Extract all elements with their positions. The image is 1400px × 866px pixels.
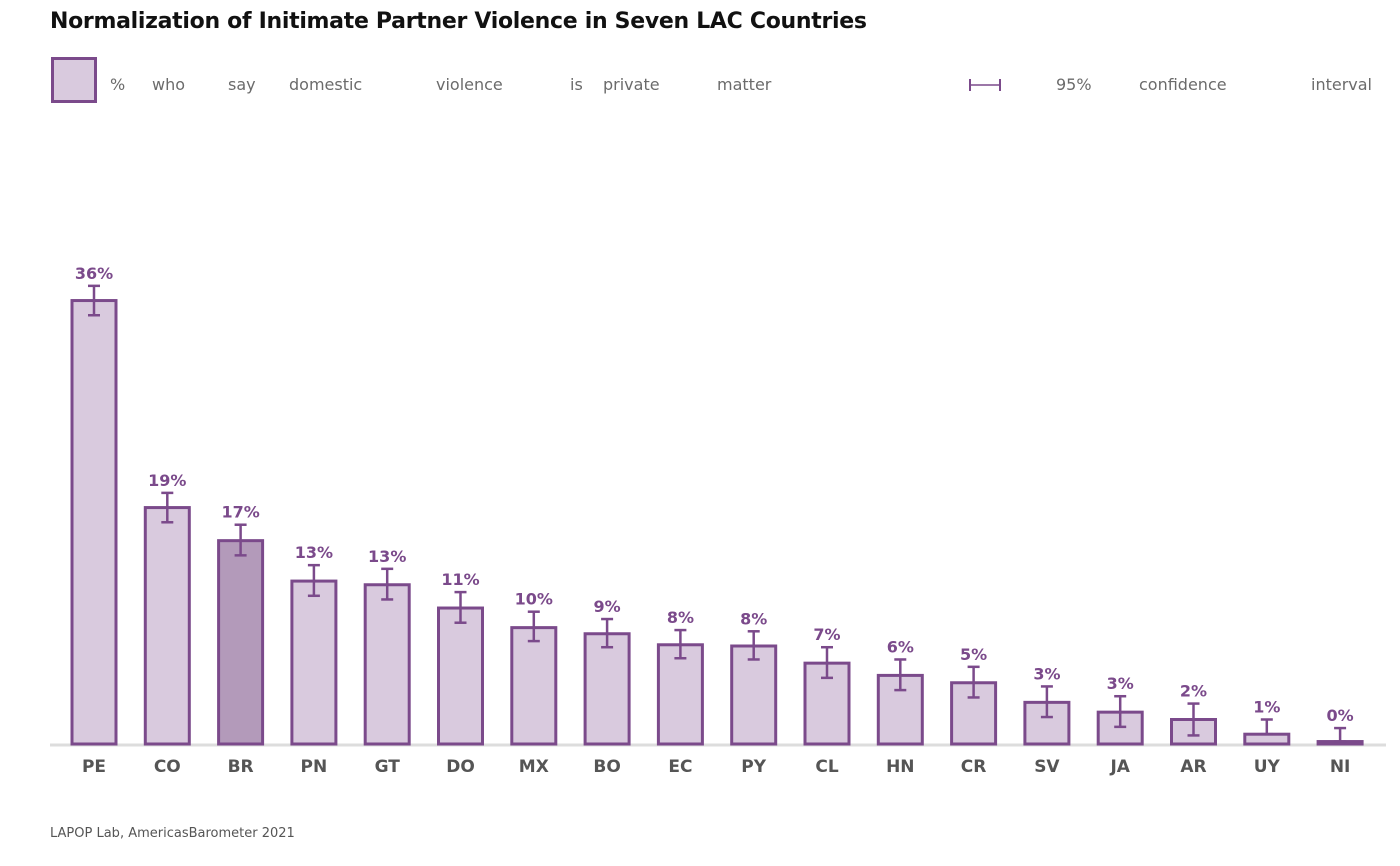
legend-word: domestic (289, 75, 363, 94)
legend-word: is (570, 75, 583, 94)
x-tick-label-pn: PN (301, 757, 328, 777)
bar-bo (583, 632, 631, 746)
data-label-mx: 10% (515, 590, 553, 609)
data-label-cr: 5% (960, 645, 987, 664)
x-tick-label-mx: MX (519, 757, 549, 777)
x-tick-label-cl: CL (815, 757, 838, 777)
legend-word: interval (1311, 75, 1372, 94)
data-label-ja: 3% (1107, 674, 1134, 693)
x-tick-label-cr: CR (961, 757, 987, 777)
data-label-hn: 6% (887, 637, 914, 656)
x-tick-label-ar: AR (1180, 757, 1206, 777)
legend-word: private (603, 75, 660, 94)
data-label-do: 11% (441, 570, 479, 589)
data-label-py: 8% (740, 609, 767, 628)
x-tick-label-uy: UY (1254, 757, 1281, 777)
x-tick-label-ni: NI (1330, 757, 1351, 777)
bar-mx (510, 626, 558, 746)
chart-title: Normalization of Initimate Partner Viole… (50, 9, 867, 34)
x-tick-label-co: CO (154, 757, 181, 777)
x-tick-label-br: BR (228, 757, 254, 777)
x-tick-label-ja: JA (1109, 757, 1130, 777)
bar-ec (656, 643, 704, 746)
bar-gt (363, 583, 411, 746)
data-label-ar: 2% (1180, 682, 1207, 701)
x-tick-label-bo: BO (593, 757, 620, 777)
legend-swatch (51, 57, 97, 103)
data-label-sv: 3% (1033, 664, 1060, 683)
data-label-co: 19% (148, 471, 186, 490)
data-label-cl: 7% (813, 625, 840, 644)
bar-pe (70, 299, 118, 746)
data-label-ec: 8% (667, 608, 694, 627)
data-label-br: 17% (221, 503, 259, 522)
x-tick-label-gt: GT (375, 757, 401, 777)
source-note: LAPOP Lab, AmericasBarometer 2021 (50, 826, 295, 841)
legend-word: % (110, 75, 126, 94)
data-label-ni: 0% (1327, 706, 1354, 725)
x-tick-label-ec: EC (668, 757, 692, 777)
legend-word: violence (436, 75, 503, 94)
x-tick-label-py: PY (741, 757, 766, 777)
bar-br (217, 539, 265, 746)
legend: % who say domestic violence is private m… (0, 0, 1400, 110)
legend-word: say (228, 75, 256, 94)
bar-co (143, 506, 191, 746)
x-tick-label-hn: HN (886, 757, 914, 777)
error-bar-icon (969, 79, 1001, 91)
data-label-gt: 13% (368, 547, 406, 566)
data-label-pe: 36% (75, 264, 113, 283)
data-label-uy: 1% (1253, 698, 1280, 717)
bar-do (437, 606, 484, 746)
x-tick-label-pe: PE (82, 757, 106, 777)
x-tick-label-do: DO (446, 757, 475, 777)
legend-word: matter (717, 75, 772, 94)
data-label-pn: 13% (295, 543, 333, 562)
x-tick-label-sv: SV (1034, 757, 1060, 777)
bar-uy (1243, 732, 1291, 746)
legend-word: 95% (1056, 75, 1092, 94)
legend-word: confidence (1139, 75, 1227, 94)
data-label-bo: 9% (594, 597, 621, 616)
legend-word: who (152, 75, 186, 94)
bar-pn (290, 579, 338, 746)
